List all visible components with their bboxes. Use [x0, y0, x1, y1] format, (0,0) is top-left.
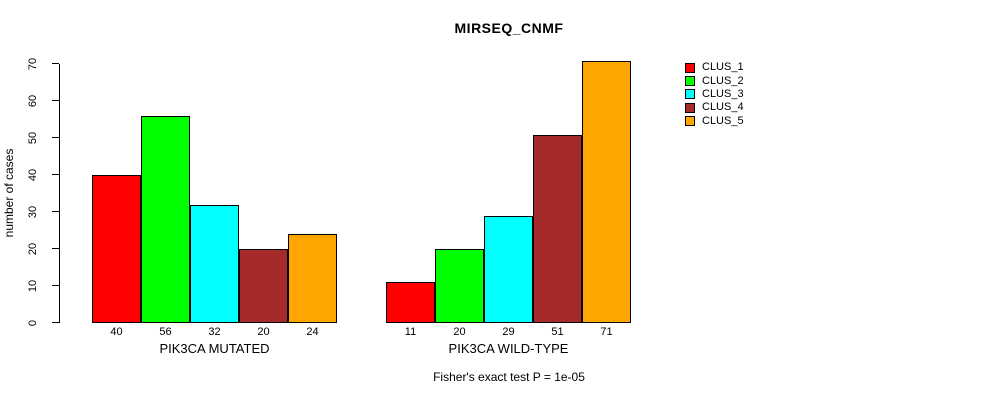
bar-value-label: 20 — [453, 326, 466, 338]
chart-title: MIRSEQ_CNMF — [454, 20, 564, 36]
y-tick-mark — [52, 137, 59, 139]
legend-item-clus_4: CLUS_4 — [685, 101, 744, 114]
y-tick-mark — [52, 322, 59, 323]
y-tick-label: 20 — [27, 242, 39, 255]
legend-swatch-icon — [685, 76, 695, 87]
bar-clus_2-group2 — [435, 249, 484, 323]
legend-item-clus_2: CLUS_2 — [685, 74, 744, 87]
bar-clus_1-group1 — [92, 175, 141, 323]
bar-value-label: 51 — [551, 326, 564, 338]
group-label-1: PIK3CA MUTATED — [159, 341, 270, 356]
bar-clus_4-group1 — [239, 249, 288, 323]
y-tick-mark — [52, 63, 59, 65]
legend-label: CLUS_5 — [702, 114, 744, 127]
fisher-test-annotation: Fisher's exact test P = 1e-05 — [433, 370, 585, 384]
bar-clus_2-group1 — [141, 116, 190, 323]
legend-swatch-icon — [685, 116, 695, 127]
bar-clus_3-group1 — [190, 205, 239, 323]
group-label-2: PIK3CA WILD-TYPE — [448, 341, 569, 356]
bar-value-label: 71 — [600, 326, 613, 338]
bar-value-label: 56 — [159, 326, 172, 338]
y-tick-label: 60 — [27, 94, 39, 108]
bar-clus_5-group1 — [288, 234, 337, 323]
bar-value-label: 40 — [110, 326, 123, 338]
legend-label: CLUS_4 — [702, 101, 744, 114]
bar-clus_1-group2 — [386, 282, 435, 323]
y-tick-label: 50 — [27, 131, 39, 144]
y-tick-label: 10 — [27, 279, 39, 292]
y-tick-mark — [52, 100, 59, 102]
legend-label: CLUS_1 — [702, 61, 744, 74]
y-axis-label: number of cases — [2, 148, 16, 238]
y-tick-mark — [52, 248, 59, 250]
bar-value-label: 32 — [208, 326, 221, 338]
legend-swatch-icon — [685, 62, 695, 73]
legend-swatch-icon — [685, 102, 695, 113]
y-tick-label: 40 — [27, 168, 39, 181]
y-axis-line — [59, 64, 60, 323]
y-tick-mark — [52, 285, 59, 287]
bar-clus_3-group2 — [484, 216, 533, 323]
y-tick-mark — [52, 174, 59, 176]
legend-label: CLUS_2 — [702, 74, 744, 87]
y-tick-mark — [52, 211, 59, 213]
bar-value-label: 20 — [257, 326, 270, 338]
y-tick-label: 70 — [27, 57, 39, 71]
bar-value-label: 24 — [306, 326, 319, 338]
legend-item-clus_3: CLUS_3 — [685, 88, 744, 101]
y-tick-label: 0 — [27, 319, 39, 326]
bar-value-label: 11 — [404, 326, 417, 338]
bar-clus_5-group2 — [582, 61, 631, 323]
bar-value-label: 29 — [502, 326, 515, 338]
legend-item-clus_1: CLUS_1 — [685, 61, 744, 74]
legend: CLUS_1 CLUS_2 CLUS_3 CLUS_4 CLUS_5 — [685, 61, 744, 128]
legend-label: CLUS_3 — [702, 87, 744, 100]
legend-item-clus_5: CLUS_5 — [685, 115, 744, 128]
legend-swatch-icon — [685, 89, 695, 100]
bar-clus_4-group2 — [533, 135, 582, 323]
y-tick-label: 30 — [27, 205, 39, 218]
